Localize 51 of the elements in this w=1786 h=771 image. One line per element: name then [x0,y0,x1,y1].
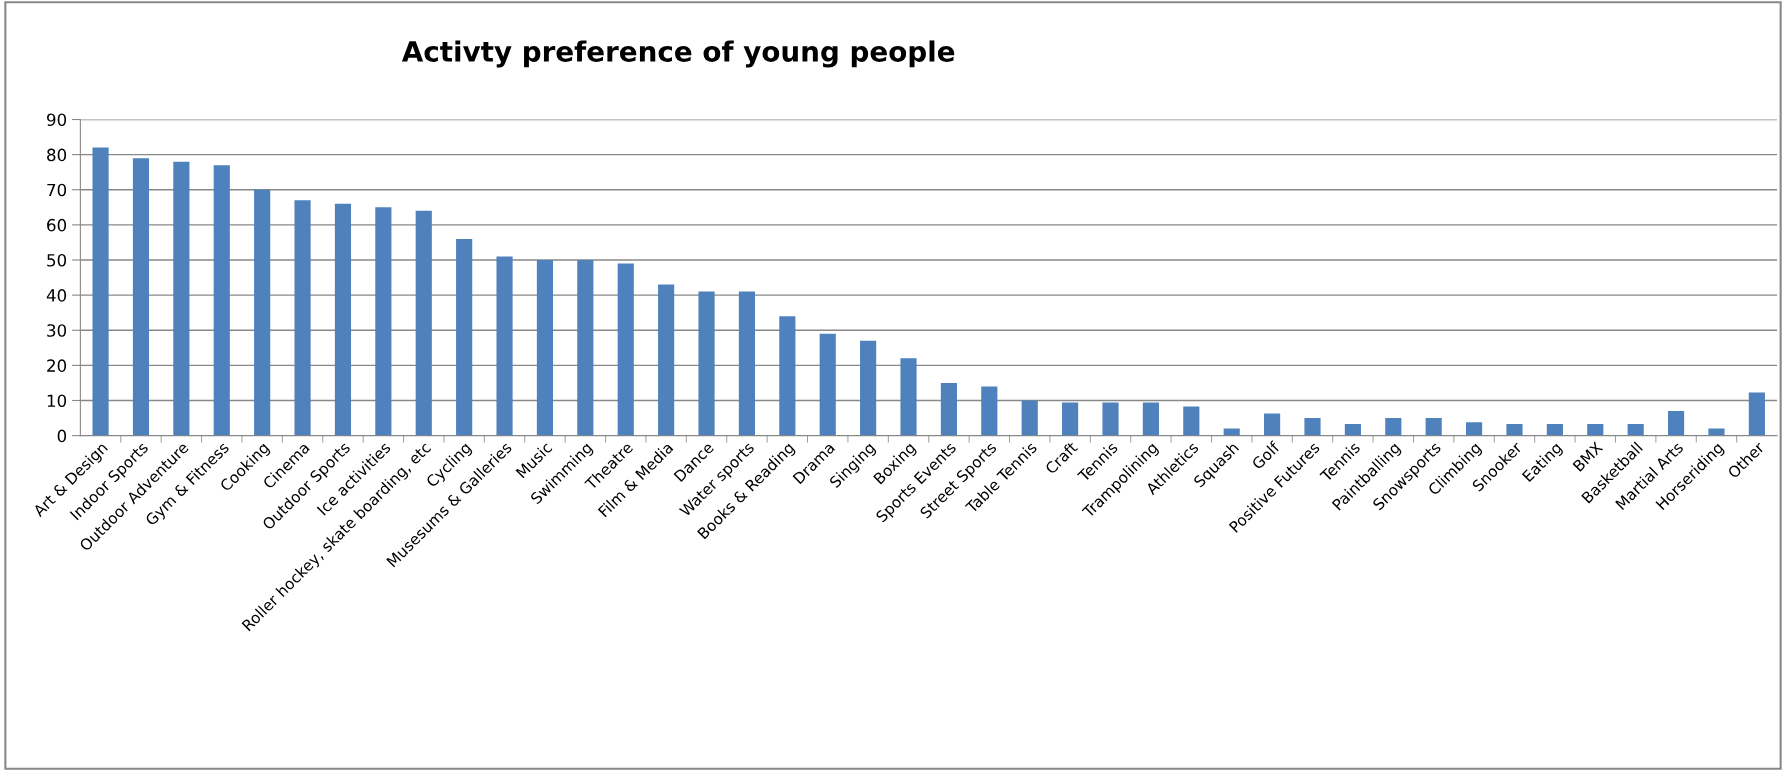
bar [779,316,796,436]
bar [981,386,998,436]
bar [1425,418,1442,436]
y-tick-label: 20 [47,359,67,372]
y-tick-label: 70 [47,183,67,197]
y-tick-label: 10 [47,394,67,408]
bar [1546,424,1563,436]
bar [254,189,271,436]
bar [658,284,675,436]
bar [617,263,634,436]
y-tick-label: 40 [46,289,67,302]
bar [1385,418,1402,436]
y-tick-label: 30 [47,324,67,337]
y-tick-label: 50 [47,253,67,267]
bar [1264,413,1281,436]
bar [415,210,432,436]
bar [698,291,715,436]
bar [1021,400,1038,436]
y-tick-label: 60 [47,218,67,232]
bar [1506,424,1523,436]
bar [860,340,877,436]
bar [173,161,190,436]
y-tick-label: 90 [47,113,67,127]
bar [496,256,513,436]
bar [1062,402,1079,436]
bar [294,200,311,436]
y-tick-label: 0 [57,429,67,443]
bar [1344,424,1361,436]
bar [334,203,352,436]
bar [213,165,230,436]
bar [1183,406,1200,436]
bar [1668,411,1685,436]
bar [940,382,957,436]
bar [92,147,109,436]
bar [1142,402,1159,436]
bar [738,291,756,436]
bar [1102,402,1119,436]
bar [132,158,150,436]
y-tick-label: 80 [47,148,67,162]
bar [819,333,836,436]
bar [1466,422,1483,436]
bar [1748,392,1765,436]
bar [1304,418,1321,436]
bar [456,238,473,436]
bar [577,260,594,436]
bar [900,358,917,436]
bar [536,260,554,436]
bar [375,207,392,436]
bar [1627,424,1644,436]
chart-title: Activty preference of young people [401,40,955,68]
bar [1587,424,1604,436]
